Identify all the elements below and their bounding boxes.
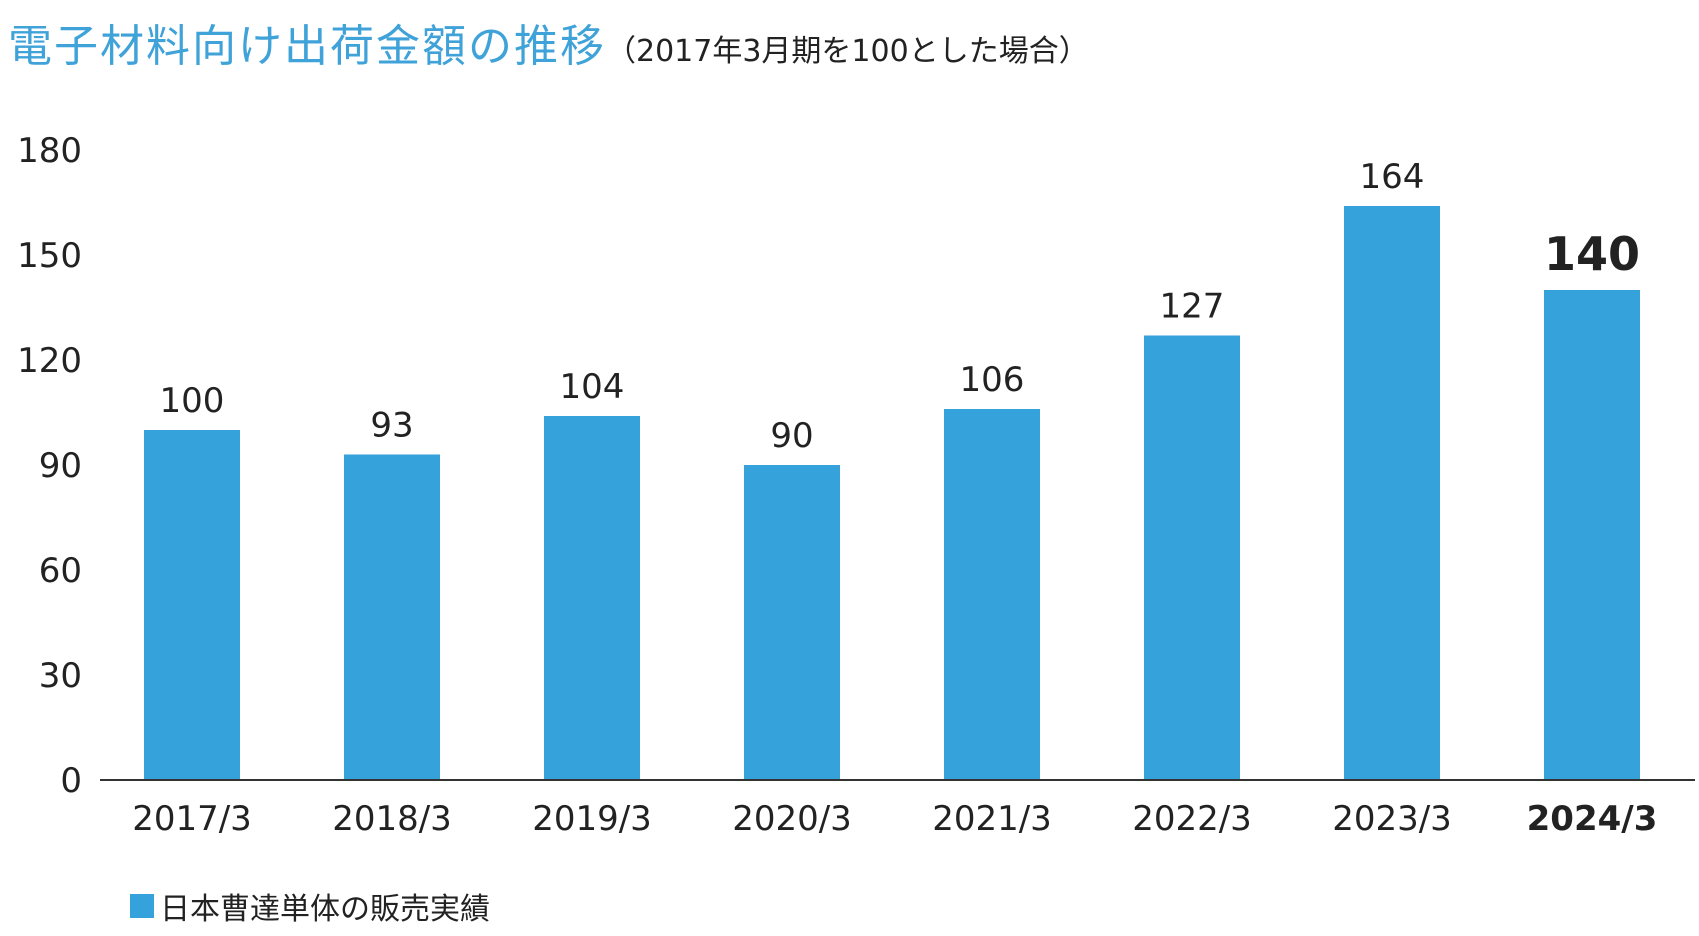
bar [1344, 206, 1440, 780]
y-tick-label: 120 [17, 341, 82, 381]
data-label: 104 [560, 367, 625, 407]
title-subtitle: （2017年3月期を100とした場合） [606, 34, 1089, 69]
x-tick-label: 2021/3 [932, 799, 1052, 839]
bar [1544, 290, 1640, 780]
x-tick-label: 2022/3 [1132, 799, 1252, 839]
legend: 日本曹達単体の販売実績 [130, 884, 490, 928]
x-tick-label: 2024/3 [1527, 799, 1658, 839]
bar [744, 465, 840, 780]
bar [544, 416, 640, 780]
x-tick-label: 2018/3 [332, 799, 452, 839]
legend-swatch [130, 894, 154, 918]
y-tick-label: 150 [17, 236, 82, 276]
bar [944, 409, 1040, 780]
bar [1144, 335, 1240, 780]
y-tick-label: 180 [17, 131, 82, 171]
bar [344, 454, 440, 780]
data-label: 140 [1544, 227, 1640, 281]
data-label: 90 [770, 416, 813, 456]
data-label: 127 [1160, 287, 1225, 327]
x-tick-label: 2017/3 [132, 799, 252, 839]
x-tick-label: 2023/3 [1332, 799, 1452, 839]
data-label: 100 [160, 381, 225, 421]
legend-label: 日本曹達単体の販売実績 [160, 892, 490, 927]
chart-title: 電子材料向け出荷金額の推移（2017年3月期を100とした場合） [8, 10, 1089, 74]
title-main: 電子材料向け出荷金額の推移 [8, 21, 606, 72]
x-tick-label: 2020/3 [732, 799, 852, 839]
data-label: 164 [1360, 157, 1425, 197]
bar [144, 430, 240, 780]
x-tick-label: 2019/3 [532, 799, 652, 839]
y-tick-label: 60 [39, 551, 82, 591]
data-label: 106 [960, 360, 1025, 400]
data-label: 93 [370, 406, 413, 446]
y-tick-label: 30 [39, 656, 82, 696]
y-tick-label: 90 [39, 446, 82, 486]
y-tick-label: 0 [60, 761, 82, 801]
